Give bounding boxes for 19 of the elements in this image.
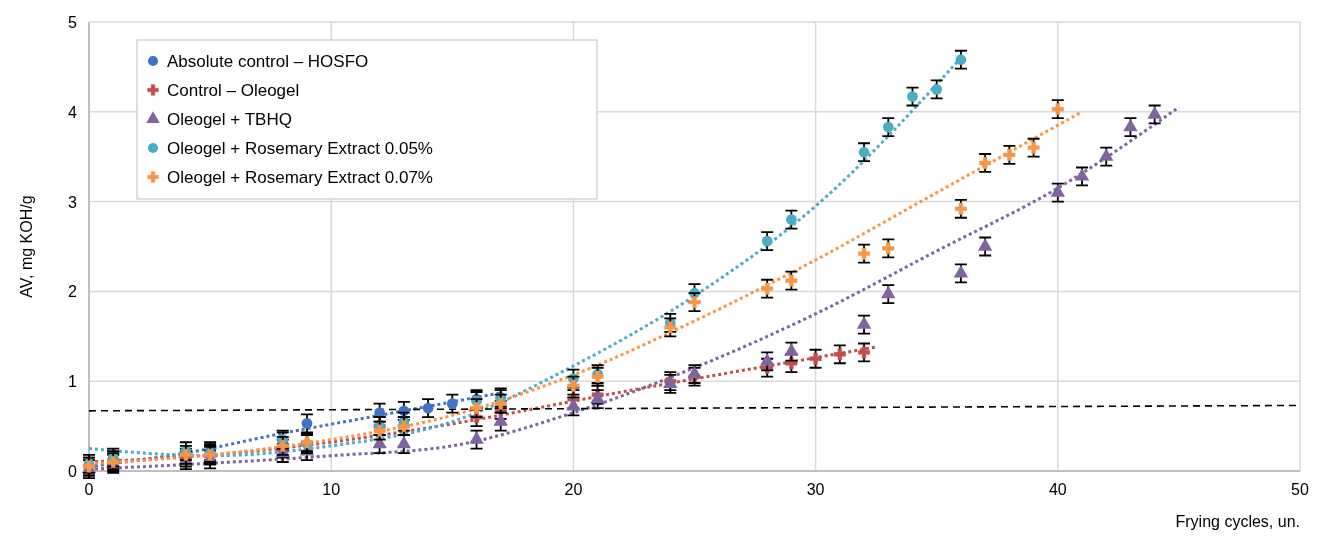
legend-label: Absolute control – HOSFO xyxy=(167,52,369,71)
x-tick-label: 0 xyxy=(84,481,94,498)
y-tick-label: 4 xyxy=(68,103,78,121)
legend-label: Oleogel + Rosemary Extract 0.07% xyxy=(167,168,433,187)
legend-label: Control – Oleogel xyxy=(167,81,300,100)
legend-label: Oleogel + Rosemary Extract 0.05% xyxy=(167,139,433,158)
y-tick-label: 2 xyxy=(68,283,78,301)
y-tick-label: 5 xyxy=(68,14,78,31)
y-tick-label: 0 xyxy=(68,463,78,480)
y-tick-label: 3 xyxy=(68,193,78,211)
x-tick-label: 50 xyxy=(1291,481,1309,498)
x-tick-label: 10 xyxy=(322,481,341,498)
y-tick-label: 1 xyxy=(68,373,78,391)
y-axis-title: AV, mg KOH/g xyxy=(18,195,35,298)
x-tick-label: 30 xyxy=(806,481,825,498)
x-tick-label: 40 xyxy=(1048,481,1067,498)
x-axis-title: Frying cycles, un. xyxy=(1175,513,1300,530)
x-tick-label: 20 xyxy=(564,481,583,498)
legend-label: Oleogel + TBHQ xyxy=(167,110,292,129)
